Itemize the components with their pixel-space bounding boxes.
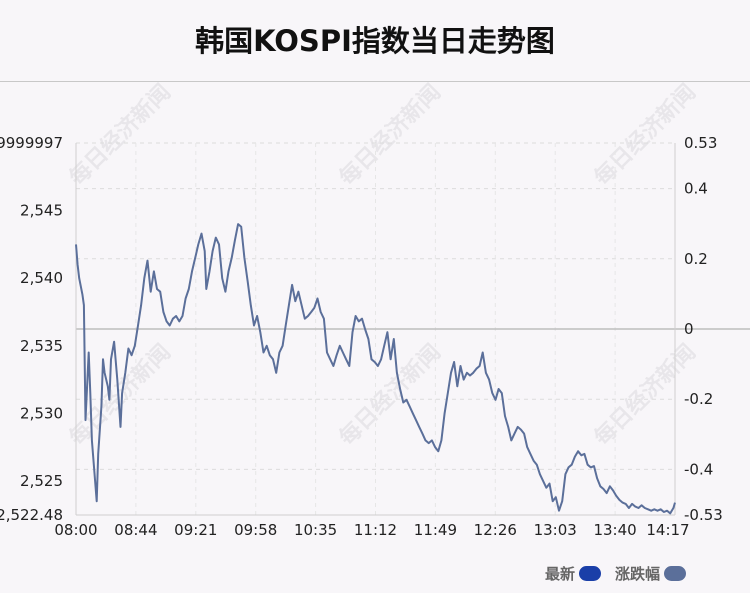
x-tick-label: 08:00 <box>54 521 97 539</box>
right-tick-label: 0.53 <box>684 134 717 152</box>
watermark-text: 每日经济新闻 <box>64 339 176 451</box>
right-tick-label: 0 <box>684 320 694 338</box>
left-tick-label: 2,530 <box>20 404 63 422</box>
right-tick-label: -0.53 <box>684 506 723 524</box>
x-tick-label: 10:35 <box>294 521 337 539</box>
x-tick-label: 13:03 <box>534 521 577 539</box>
left-tick-label: 2,535 <box>20 337 63 355</box>
right-tick-label: 0.4 <box>684 180 708 198</box>
series-line-change <box>75 223 676 515</box>
axes <box>75 143 676 516</box>
legend-item-change[interactable]: 涨跌幅 <box>615 563 686 584</box>
x-tick-label: 12:26 <box>474 521 517 539</box>
left-tick-label: 2,545 <box>20 202 63 220</box>
legend-swatch-change <box>664 566 686 581</box>
right-tick-label: -0.2 <box>684 390 713 408</box>
right-tick-label: 0.2 <box>684 250 708 268</box>
left-tick-label: 2,549.9999997 <box>0 134 63 152</box>
x-tick-label: 14:17 <box>646 521 689 539</box>
x-axis-ticks: 08:00 08:44 09:21 09:58 10:35 11:12 11:49 12:26… <box>54 521 689 539</box>
left-tick-label: 2,522.48 <box>0 506 63 524</box>
chart-title: 韩国KOSPI指数当日走势图 <box>195 24 555 58</box>
watermark-text: 每日经济新闻 <box>334 79 446 191</box>
x-tick-label: 11:12 <box>354 521 397 539</box>
watermark-text: 每日经济新闻 <box>64 79 176 191</box>
x-tick-label: 09:58 <box>234 521 277 539</box>
legend-item-latest[interactable]: 最新 <box>545 563 601 584</box>
grid-lines <box>76 142 750 516</box>
series-layer <box>75 223 676 515</box>
left-tick-label: 2,540 <box>20 269 63 287</box>
legend-label-change: 涨跌幅 <box>614 565 660 583</box>
legend-swatch-latest <box>578 566 601 581</box>
left-axis-ticks: 2,522.48 2,525 2,530 2,535 2,540 2,545 2,549.9… <box>0 134 63 524</box>
x-tick-label: 13:40 <box>593 521 636 539</box>
x-tick-label: 09:21 <box>174 521 217 539</box>
legend: 最新 涨跌幅 <box>531 563 686 584</box>
left-tick-label: 2,525 <box>20 472 63 490</box>
x-tick-label: 08:44 <box>114 521 157 539</box>
right-tick-label: -0.4 <box>684 460 713 478</box>
title-divider <box>0 81 750 82</box>
legend-label-latest: 最新 <box>544 565 575 583</box>
x-tick-label: 11:49 <box>414 521 457 539</box>
right-axis-ticks: -0.53 -0.4 -0.2 0 0.2 0.4 0.53 <box>684 134 723 524</box>
